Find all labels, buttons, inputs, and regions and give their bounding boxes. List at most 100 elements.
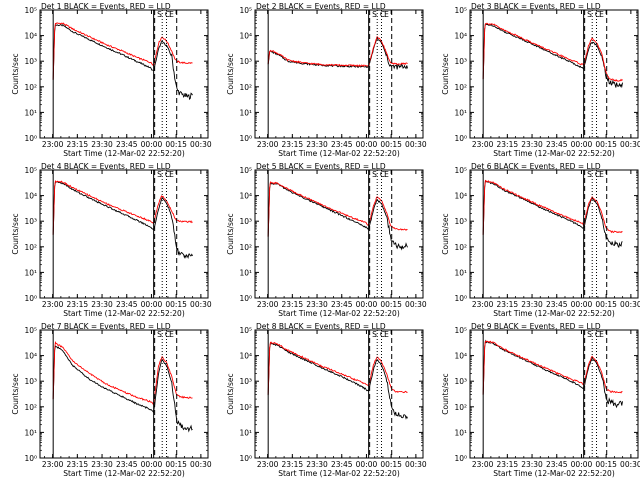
y-tick-label: 10⁰ — [239, 294, 252, 303]
y-tick-label: 10¹ — [239, 108, 252, 117]
marker-label: E — [169, 10, 174, 19]
x-tick-label: 00:30 — [190, 460, 212, 469]
x-tick-label: 23:15 — [67, 140, 89, 149]
y-tick-label: 10⁰ — [454, 134, 467, 143]
chart-title: Det 5 BLACK = Events, RED = LLD — [256, 162, 386, 171]
y-tick-label: 10⁵ — [24, 166, 37, 175]
chart-title: Det 4 BLACK = Events, RED = LLD — [41, 162, 171, 171]
plot-frame — [39, 9, 209, 139]
y-tick-label: 10² — [24, 243, 37, 252]
x-tick-label: 00:15 — [595, 460, 617, 469]
series-line-lld — [52, 180, 193, 235]
x-tick-label: 23:15 — [497, 140, 519, 149]
series-line-events — [267, 182, 408, 251]
marker-label: S — [372, 170, 377, 179]
series-line-lld — [52, 341, 193, 406]
marker-label: C — [165, 330, 170, 339]
marker-label: S — [372, 10, 377, 19]
x-tick-label: 00:00 — [571, 460, 593, 469]
y-tick-label: 10⁴ — [239, 32, 252, 41]
x-tick-label: 00:15 — [595, 140, 617, 149]
y-axis-label: Counts/sec — [11, 373, 20, 414]
y-axis-label: Counts/sec — [11, 213, 20, 254]
marker-label: E — [384, 330, 389, 339]
y-tick-label: 10⁴ — [454, 352, 467, 361]
series-line-lld — [482, 179, 623, 235]
x-tick-label: 23:30 — [91, 460, 113, 469]
x-tick-label: 23:00 — [257, 300, 279, 309]
y-tick-label: 10⁵ — [239, 166, 252, 175]
x-axis-label: Start Time (12-Mar-02 22:52:20) — [493, 149, 615, 158]
x-tick-label: 23:30 — [521, 300, 543, 309]
x-tick-label: 23:15 — [67, 300, 89, 309]
x-tick-label: 00:15 — [380, 300, 402, 309]
y-tick-label: 10² — [239, 83, 252, 92]
x-tick-label: 23:00 — [42, 460, 64, 469]
x-tick-label: 00:15 — [165, 460, 187, 469]
y-tick-label: 10¹ — [239, 268, 252, 277]
marker-label: C — [595, 10, 600, 19]
y-tick-label: 10¹ — [24, 108, 37, 117]
series-line-events — [52, 23, 193, 101]
y-tick-label: 10³ — [454, 217, 467, 226]
y-tick-label: 10⁴ — [239, 352, 252, 361]
series-line-events — [482, 339, 623, 409]
chart-title: Det 8 BLACK = Events, RED = LLD — [256, 322, 386, 331]
x-axis-label: Start Time (12-Mar-02 22:52:20) — [63, 469, 185, 478]
x-tick-label: 00:30 — [190, 140, 212, 149]
chart-title: Det 9 BLACK = Events, RED = LLD — [471, 322, 601, 331]
plot-frame — [254, 329, 424, 459]
x-tick-label: 00:00 — [356, 140, 378, 149]
x-tick-label: 23:45 — [546, 140, 568, 149]
x-tick-label: 23:45 — [331, 300, 353, 309]
series-line-events — [52, 345, 193, 433]
marker-label: C — [595, 170, 600, 179]
x-tick-label: 00:00 — [356, 300, 378, 309]
plot-frame — [254, 9, 424, 139]
series-line-lld — [267, 341, 408, 395]
x-tick-label: 00:30 — [620, 460, 640, 469]
y-tick-label: 10⁵ — [24, 6, 37, 15]
y-axis-label: Counts/sec — [226, 373, 235, 414]
y-tick-label: 10⁴ — [24, 192, 37, 201]
y-tick-label: 10¹ — [24, 428, 37, 437]
plot-frame — [469, 329, 639, 459]
series-line-events — [482, 180, 623, 249]
y-tick-label: 10⁵ — [454, 166, 467, 175]
x-tick-label: 23:00 — [257, 460, 279, 469]
y-tick-label: 10⁴ — [24, 352, 37, 361]
x-tick-label: 00:15 — [595, 300, 617, 309]
y-tick-label: 10² — [454, 243, 467, 252]
x-axis-label: Start Time (12-Mar-02 22:52:20) — [278, 469, 400, 478]
series-line-lld — [482, 22, 623, 82]
marker-label: C — [380, 330, 385, 339]
series-line-events — [267, 36, 408, 70]
x-tick-label: 00:15 — [380, 460, 402, 469]
marker-label: E — [384, 170, 389, 179]
y-axis-label: Counts/sec — [11, 53, 20, 94]
y-axis-label: Counts/sec — [226, 213, 235, 254]
x-tick-label: 00:00 — [356, 460, 378, 469]
marker-label: S — [587, 330, 592, 339]
y-tick-label: 10⁵ — [239, 326, 252, 335]
y-tick-label: 10¹ — [454, 268, 467, 277]
series-line-lld — [267, 35, 408, 68]
y-tick-label: 10⁰ — [24, 294, 37, 303]
marker-label: C — [165, 10, 170, 19]
marker-label: S — [372, 330, 377, 339]
x-tick-label: 00:00 — [141, 140, 163, 149]
marker-label: C — [595, 330, 600, 339]
y-tick-label: 10³ — [24, 217, 37, 226]
x-tick-label: 23:30 — [306, 140, 328, 149]
chart-title: Det 1 BLACK = Events, RED = LLD — [41, 2, 171, 11]
series-line-events — [482, 23, 623, 89]
x-tick-label: 23:30 — [521, 460, 543, 469]
y-tick-label: 10⁵ — [454, 6, 467, 15]
x-tick-label: 23:15 — [497, 300, 519, 309]
